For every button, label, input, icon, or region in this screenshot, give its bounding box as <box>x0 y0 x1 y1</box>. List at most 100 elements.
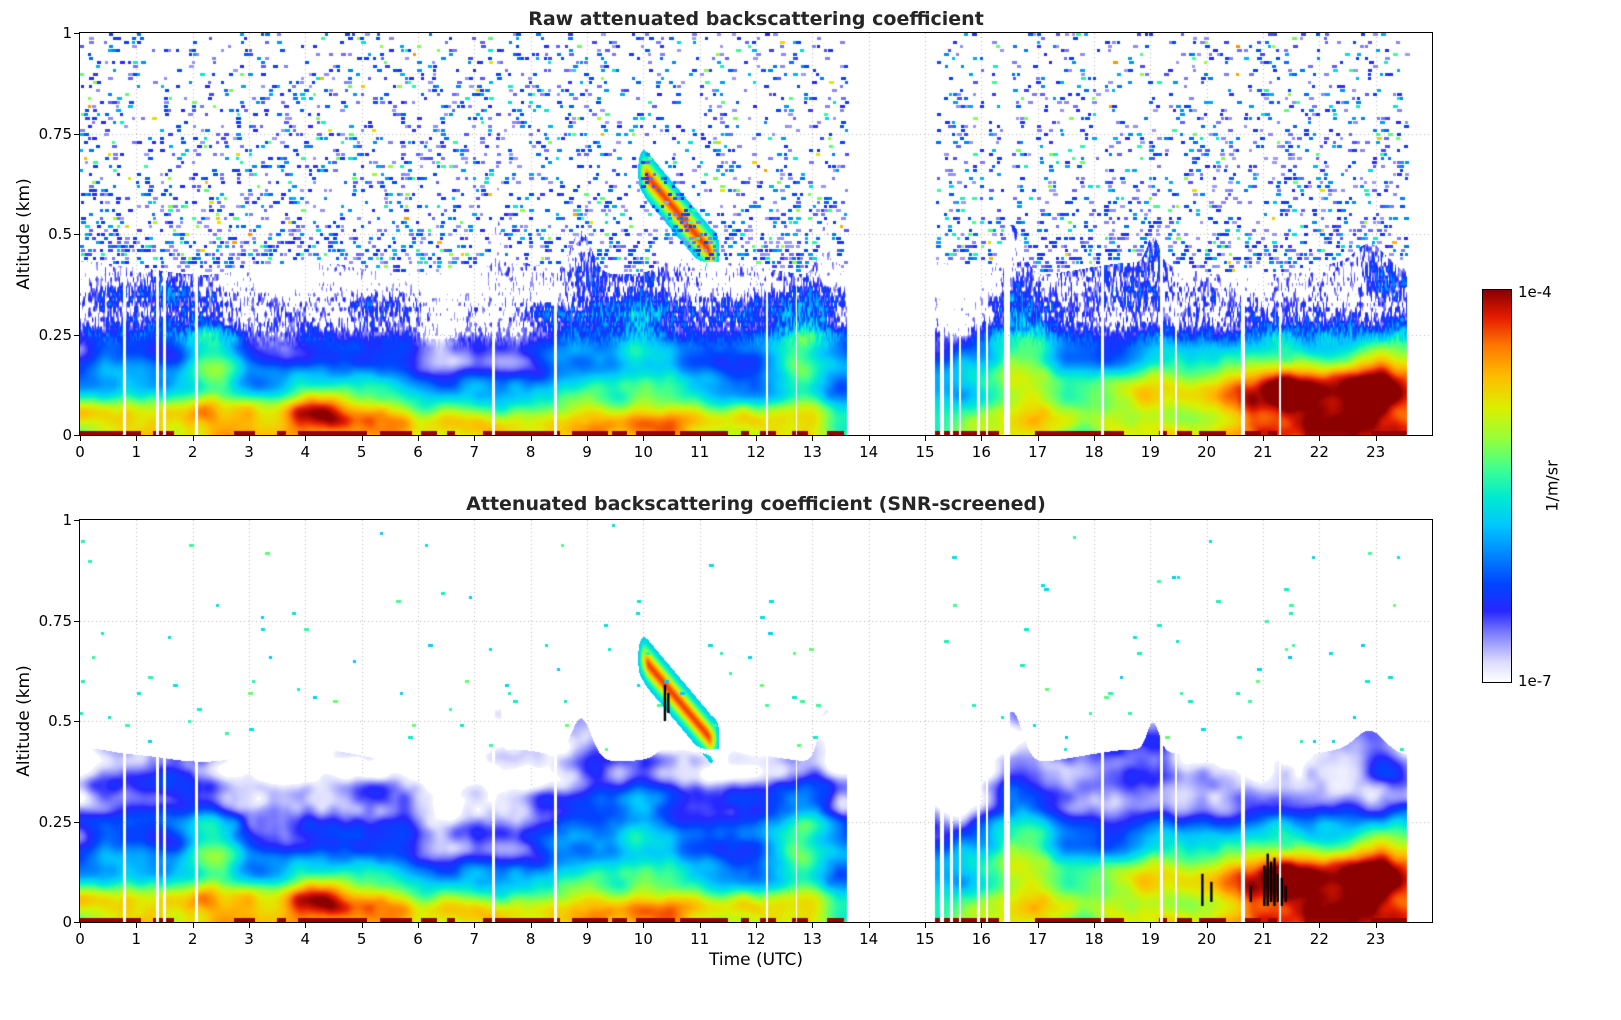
x-tick-mark <box>1263 923 1264 928</box>
x-tick-mark <box>699 923 701 928</box>
x-tick-label: 9 <box>582 443 592 461</box>
y-tick-label: 1 <box>62 24 72 42</box>
x-tick-mark <box>925 923 926 928</box>
heatmap-canvas-raw <box>80 33 1432 435</box>
x-tick-label: 7 <box>469 930 480 948</box>
x-tick-mark <box>1206 923 1208 928</box>
x-tick-label: 19 <box>1140 443 1160 461</box>
x-tick-label: 17 <box>1028 443 1048 461</box>
x-tick-label: 17 <box>1028 930 1048 948</box>
x-tick-mark <box>981 436 983 441</box>
panel-title-raw: Raw attenuated backscattering coefficien… <box>528 8 984 30</box>
y-tick-label: 0.25 <box>38 812 72 831</box>
x-tick-mark <box>868 923 870 928</box>
y-tick-mark <box>74 721 80 722</box>
x-tick-mark <box>1150 923 1152 928</box>
x-tick-mark <box>1319 923 1321 928</box>
x-tick-label: 12 <box>746 443 766 461</box>
x-tick-label: 23 <box>1366 930 1386 948</box>
x-tick-label: 8 <box>525 443 536 461</box>
x-tick-label: 9 <box>582 930 592 948</box>
x-tick-mark <box>643 436 645 441</box>
x-tick-mark <box>136 923 138 928</box>
x-tick-label: 19 <box>1140 930 1160 948</box>
x-tick-label: 0 <box>75 930 85 948</box>
x-tick-mark <box>699 436 701 441</box>
y-tick-mark <box>74 33 80 34</box>
x-tick-mark <box>1094 436 1095 441</box>
x-tick-mark <box>1375 436 1377 441</box>
x-tick-label: 18 <box>1084 443 1104 461</box>
x-tick-label: 4 <box>300 930 311 948</box>
x-tick-mark <box>1263 436 1264 441</box>
y-tick-label: 0.75 <box>38 124 72 143</box>
panel-title-screened: Attenuated backscattering coefficient (S… <box>466 493 1046 515</box>
x-tick-mark <box>249 923 250 928</box>
x-tick-label: 11 <box>690 443 710 461</box>
x-tick-mark <box>1094 923 1095 928</box>
x-tick-mark <box>812 436 814 441</box>
x-tick-label: 6 <box>413 443 423 461</box>
colorbar <box>1482 289 1512 683</box>
colorbar-min-label: 1e-7 <box>1518 672 1552 690</box>
y-tick-label: 1 <box>62 511 72 529</box>
x-tick-mark <box>1319 436 1321 441</box>
y-tick-mark <box>74 334 80 336</box>
x-axis-label: Time (UTC) <box>709 950 803 970</box>
y-tick-label: 0.75 <box>38 611 72 630</box>
y-tick-mark <box>74 620 80 622</box>
x-tick-label: 1 <box>131 930 142 948</box>
x-tick-mark <box>1206 436 1208 441</box>
x-tick-mark <box>361 436 363 441</box>
x-tick-mark <box>474 436 476 441</box>
heatmap-canvas-screened <box>80 520 1432 922</box>
x-tick-label: 2 <box>187 930 198 948</box>
x-tick-mark <box>1375 923 1377 928</box>
x-tick-mark <box>80 436 81 441</box>
x-tick-label: 2 <box>187 443 198 461</box>
x-tick-mark <box>305 923 307 928</box>
x-tick-mark <box>192 436 194 441</box>
x-tick-label: 22 <box>1309 930 1329 948</box>
x-tick-label: 0 <box>75 443 85 461</box>
x-tick-label: 16 <box>971 930 991 948</box>
x-tick-label: 10 <box>633 930 653 948</box>
x-tick-label: 20 <box>1197 930 1217 948</box>
y-tick-mark <box>74 922 80 923</box>
x-tick-label: 21 <box>1253 443 1273 461</box>
x-tick-label: 7 <box>469 443 480 461</box>
x-tick-mark <box>474 923 476 928</box>
panel-raw <box>79 32 1433 436</box>
x-tick-label: 13 <box>802 930 822 948</box>
x-tick-label: 5 <box>356 443 367 461</box>
x-tick-mark <box>1150 436 1152 441</box>
y-tick-mark <box>74 234 80 235</box>
x-tick-label: 12 <box>746 930 766 948</box>
x-tick-mark <box>136 436 138 441</box>
x-tick-label: 4 <box>300 443 311 461</box>
x-tick-mark <box>812 923 814 928</box>
x-tick-mark <box>418 923 419 928</box>
x-tick-mark <box>1037 923 1039 928</box>
x-tick-mark <box>305 436 307 441</box>
x-tick-label: 10 <box>633 443 653 461</box>
panel-screened <box>79 519 1433 923</box>
x-tick-label: 18 <box>1084 930 1104 948</box>
x-tick-label: 8 <box>525 930 536 948</box>
x-tick-mark <box>192 923 194 928</box>
y-tick-mark <box>74 821 80 823</box>
x-tick-mark <box>868 436 870 441</box>
x-tick-mark <box>756 923 757 928</box>
x-tick-label: 5 <box>356 930 367 948</box>
y-tick-label: 0.5 <box>48 225 72 243</box>
x-tick-label: 1 <box>131 443 142 461</box>
x-tick-label: 22 <box>1309 443 1329 461</box>
x-tick-label: 23 <box>1366 443 1386 461</box>
y-tick-label: 0.25 <box>38 325 72 344</box>
x-tick-label: 21 <box>1253 930 1273 948</box>
colorbar-max-label: 1e-4 <box>1518 283 1552 301</box>
x-tick-label: 3 <box>244 930 254 948</box>
y-tick-label: 0 <box>62 426 72 444</box>
x-tick-label: 11 <box>690 930 710 948</box>
